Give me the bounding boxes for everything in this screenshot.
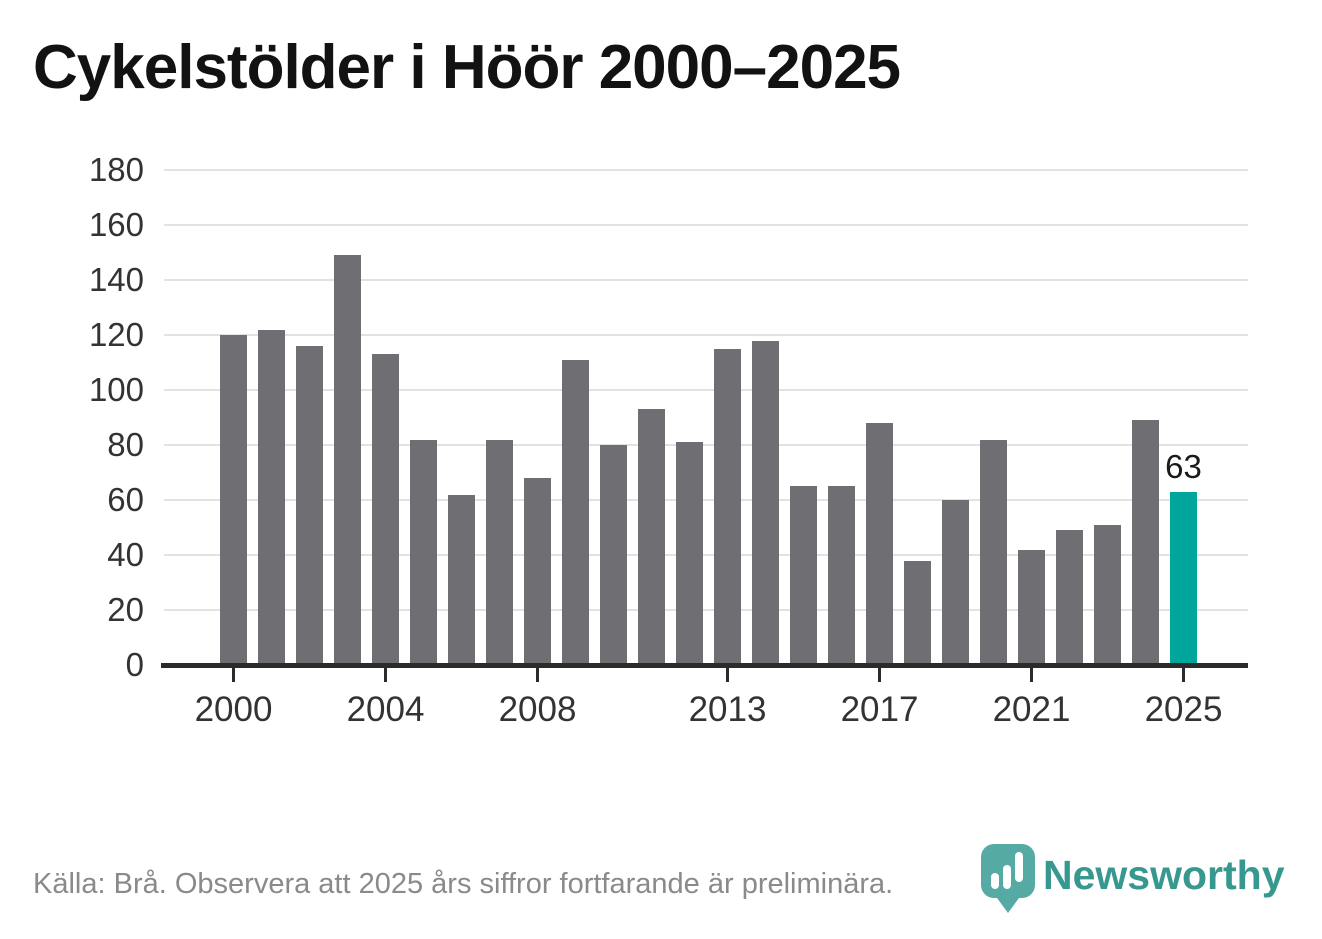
x-tick-2004 [384,668,387,682]
bar-2011 [638,409,665,665]
y-axis-label-40: 40 [107,536,144,573]
bar-2006 [448,494,475,665]
source-note: Källa: Brå. Observera att 2025 års siffr… [33,868,894,900]
newsworthy-wordmark: Newsworthy [1043,852,1285,898]
gridline-y-160 [164,224,1248,226]
x-axis-label-2017: 2017 [840,690,919,729]
bar-2024 [1132,420,1159,665]
x-axis-label-2025: 2025 [1144,690,1223,729]
chart-title: Cykelstölder i Höör 2000–2025 [33,33,901,102]
bar-2015 [790,486,817,665]
y-axis-label-0: 0 [125,646,144,683]
bar-2000 [220,335,247,665]
x-tick-2013 [726,668,729,682]
gridline-y-120 [164,334,1248,336]
gridline-y-60 [164,499,1248,501]
x-tick-2008 [536,668,539,682]
bar-2022 [1056,530,1083,665]
bar-2023 [1094,524,1121,665]
bar-2004 [372,354,399,665]
y-axis-label-60: 60 [107,481,144,518]
bar-2002 [296,346,323,665]
gridline-y-180 [164,169,1248,171]
bar-2003 [334,255,361,665]
x-tick-2017 [878,668,881,682]
bar-2021 [1018,549,1045,665]
x-axis-label-2008: 2008 [498,690,577,729]
gridline-y-40 [164,554,1248,556]
x-axis-line [161,663,1248,668]
bar-2019 [942,500,969,665]
y-axis-label-80: 80 [107,426,144,463]
bar-2025 [1170,491,1197,665]
gridline-y-100 [164,389,1248,391]
bar-2001 [258,329,285,665]
highlight-value-label: 63 [1165,447,1202,485]
x-axis-label-2004: 2004 [346,690,425,729]
y-axis-label-160: 160 [88,206,144,243]
y-axis-label-20: 20 [107,591,144,628]
bar-2005 [410,439,437,665]
y-axis-label-140: 140 [88,261,144,298]
bar-2016 [828,486,855,665]
bar-2020 [980,439,1007,665]
y-axis-label-100: 100 [88,371,144,408]
x-axis-label-2013: 2013 [688,690,767,729]
bar-2014 [752,340,779,665]
bar-2018 [904,560,931,665]
x-tick-2000 [232,668,235,682]
gridline-y-20 [164,609,1248,611]
y-axis-label-120: 120 [88,316,144,353]
bar-2013 [714,348,741,665]
y-axis-label-180: 180 [88,151,144,188]
bar-2008 [524,478,551,665]
bar-2010 [600,445,627,665]
bar-2012 [676,442,703,665]
x-axis-label-2021: 2021 [992,690,1071,729]
x-axis-label-2000: 2000 [194,690,273,729]
bar-2007 [486,439,513,665]
newsworthy-pin-barchart-icon [981,844,1035,921]
bar-2009 [562,359,589,665]
x-tick-2025 [1182,668,1185,682]
gridline-y-140 [164,279,1248,281]
bar-2017 [866,423,893,665]
gridline-y-80 [164,444,1248,446]
x-tick-2021 [1030,668,1033,682]
